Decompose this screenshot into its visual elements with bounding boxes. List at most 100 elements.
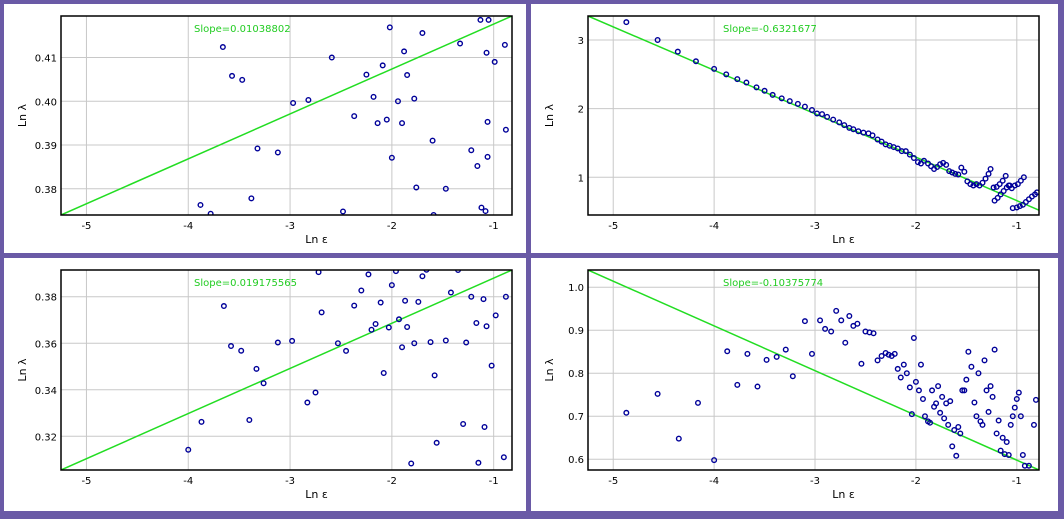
data-point xyxy=(392,270,399,275)
data-point xyxy=(850,126,857,133)
chart-svg: -5 -4 -3 -2 -1 0.38 0.39 0.40 0.41 Slope=0.010388… xyxy=(16,15,513,246)
data-point xyxy=(773,353,780,360)
data-point xyxy=(351,302,358,309)
x-axis-label: Ln ε xyxy=(305,488,328,501)
data-point xyxy=(674,48,681,55)
data-point xyxy=(1020,174,1027,181)
data-point xyxy=(315,270,322,276)
data-point xyxy=(910,155,917,162)
data-point xyxy=(623,19,630,26)
data-point xyxy=(305,96,312,103)
data-point xyxy=(484,118,491,125)
data-point xyxy=(419,30,426,37)
y-tick-label: 0.7 xyxy=(568,412,584,423)
data-point xyxy=(987,166,994,173)
data-point xyxy=(897,374,904,381)
chart-svg: -5 -4 -3 -2 -1 0.6 0.7 0.8 0.9 1.0 Slope=-0.103757… xyxy=(543,269,1040,501)
data-point xyxy=(379,62,386,69)
data-point xyxy=(385,324,392,331)
data-point xyxy=(902,148,909,155)
data-point xyxy=(399,344,406,351)
data-point xyxy=(941,415,948,422)
data-point xyxy=(955,423,962,430)
data-point xyxy=(855,128,862,135)
data-point xyxy=(878,138,885,145)
points-group xyxy=(623,307,1039,469)
slope-label: Slope=-0.6321677 xyxy=(723,24,817,35)
data-point xyxy=(246,416,253,423)
x-tick-label: -2 xyxy=(911,476,921,487)
data-point xyxy=(769,91,776,98)
y-tick-label: 0.38 xyxy=(35,185,57,196)
data-point xyxy=(419,273,426,280)
data-point xyxy=(830,116,837,123)
data-point xyxy=(937,161,944,168)
y-tick-label: 0.39 xyxy=(35,141,57,152)
data-point xyxy=(753,84,760,91)
data-point xyxy=(482,208,489,215)
data-point xyxy=(433,439,440,446)
data-point xyxy=(1000,187,1007,194)
chart-panel-top-left: -5 -4 -3 -2 -1 0.38 0.39 0.40 0.41 Slope=0.010388… xyxy=(4,4,526,253)
data-point xyxy=(878,353,885,360)
x-tick-label: -2 xyxy=(911,221,921,232)
data-point xyxy=(763,356,770,363)
data-point xyxy=(912,378,919,385)
data-point xyxy=(386,24,393,31)
data-point xyxy=(1030,421,1037,428)
data-point xyxy=(274,339,281,346)
x-tick-label: -4 xyxy=(709,476,719,487)
data-point xyxy=(968,363,975,370)
data-point xyxy=(1013,204,1020,211)
data-point xyxy=(1013,396,1020,403)
x-tick-label: -2 xyxy=(387,476,397,487)
data-point xyxy=(455,270,462,273)
data-point xyxy=(869,132,876,139)
x-tick-label: -5 xyxy=(608,476,618,487)
data-point xyxy=(935,383,942,390)
y-tick-label: 0.34 xyxy=(35,386,57,397)
y-axis-label: Ln λ xyxy=(16,103,29,127)
points-group xyxy=(623,19,1039,212)
data-point xyxy=(860,129,867,136)
chart-svg: -5 -4 -3 -2 -1 0.32 0.34 0.36 0.38 Slope=0.019175… xyxy=(16,269,513,501)
data-point xyxy=(786,98,793,105)
x-tick-label: -2 xyxy=(387,221,397,232)
data-point xyxy=(989,393,996,400)
data-point xyxy=(838,317,845,324)
x-tick-label: -3 xyxy=(810,476,820,487)
x-tick-label: -5 xyxy=(81,476,91,487)
data-point xyxy=(1005,451,1012,458)
y-tick-label: 1 xyxy=(578,173,584,184)
data-point xyxy=(457,40,464,47)
data-point xyxy=(248,195,255,202)
data-point xyxy=(927,419,934,426)
data-point xyxy=(395,316,402,323)
data-point xyxy=(970,182,977,189)
x-tick-label: -4 xyxy=(183,476,193,487)
data-point xyxy=(885,351,892,358)
data-point xyxy=(239,76,246,83)
plot-border xyxy=(60,15,513,216)
data-point xyxy=(894,145,901,152)
data-point xyxy=(654,37,661,44)
data-point xyxy=(363,71,370,78)
data-point xyxy=(894,365,901,372)
data-point xyxy=(908,411,915,418)
data-point xyxy=(1015,389,1022,396)
plot-border xyxy=(60,269,513,471)
y-axis-label: Ln λ xyxy=(543,103,556,127)
data-point xyxy=(975,370,982,377)
x-tick-label: -3 xyxy=(810,221,820,232)
data-point xyxy=(411,340,418,347)
x-axis-label: Ln ε xyxy=(305,233,328,246)
data-point xyxy=(949,443,956,450)
data-point xyxy=(207,210,214,215)
data-point xyxy=(1032,396,1039,403)
data-point xyxy=(929,387,936,394)
data-point xyxy=(841,122,848,129)
data-point xyxy=(694,399,701,406)
slope-label: Slope=0.01038802 xyxy=(194,24,291,35)
data-point xyxy=(429,137,436,144)
data-point xyxy=(920,157,927,164)
